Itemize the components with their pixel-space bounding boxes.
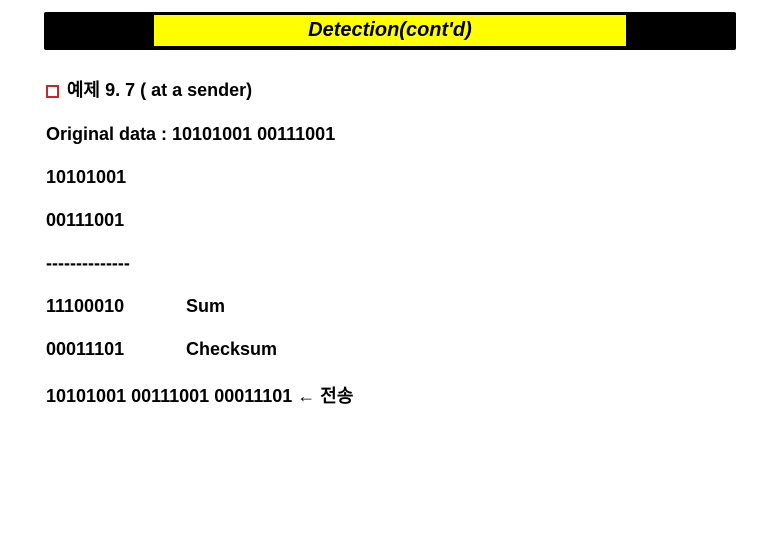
addend-1: 10101001 (46, 167, 734, 188)
sum-label: Sum (186, 296, 225, 317)
square-bullet-icon (46, 85, 59, 98)
checksum-row: 00011101 Checksum (46, 339, 734, 360)
separator-line: -------------- (46, 253, 734, 274)
sum-row: 11100010 Sum (46, 296, 734, 317)
slide-title: Detection(cont'd) (308, 19, 472, 42)
slide-content: 예제 9. 7 ( at a sender) Original data : 1… (46, 76, 734, 430)
slide: Detection(cont'd) 예제 9. 7 ( at a sender)… (0, 0, 780, 540)
original-data-line: Original data : 10101001 00111001 (46, 124, 734, 145)
bullet-text: 예제 9. 7 ( at a sender) (67, 76, 252, 102)
addend-2: 00111001 (46, 210, 734, 231)
title-highlight: Detection(cont'd) (154, 15, 626, 47)
checksum-label: Checksum (186, 339, 277, 360)
transmit-line: 10101001 00111001 00011101 ← 전송 (46, 382, 734, 408)
transmit-text: 10101001 00111001 00011101 ← 전송 (46, 386, 353, 406)
checksum-value: 00011101 (46, 339, 158, 360)
bullet-row: 예제 9. 7 ( at a sender) (46, 76, 734, 102)
title-bar: Detection(cont'd) (44, 12, 736, 50)
sum-value: 11100010 (46, 296, 158, 317)
